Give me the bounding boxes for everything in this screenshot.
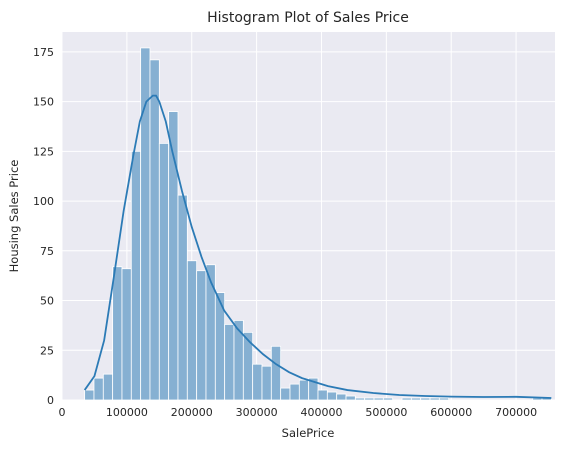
histogram-bar xyxy=(382,397,394,401)
y-axis-label: Housing Sales Price xyxy=(7,160,21,273)
histogram-bar xyxy=(158,142,170,401)
histogram-bar xyxy=(224,324,235,401)
histogram-bar xyxy=(317,389,328,401)
histogram-bar xyxy=(420,397,431,401)
y-tick-label: 150 xyxy=(33,96,54,109)
chart-title: Histogram Plot of Sales Price xyxy=(207,10,409,26)
histogram-bar xyxy=(186,260,198,401)
x-tick-label: 500000 xyxy=(365,406,407,419)
x-tick-label: 200000 xyxy=(171,406,213,419)
y-tick-label: 100 xyxy=(33,195,54,208)
histogram-bar xyxy=(429,397,440,401)
x-tick-label: 700000 xyxy=(495,406,537,419)
histogram-bar xyxy=(112,266,123,401)
histogram-bar xyxy=(261,365,272,401)
y-tick-label: 0 xyxy=(47,394,54,407)
y-tick-label: 125 xyxy=(33,145,54,158)
histogram-bar xyxy=(438,397,450,401)
histogram-bar xyxy=(373,397,384,401)
y-tick-label: 75 xyxy=(40,245,54,258)
histogram-bar xyxy=(149,59,160,401)
histogram-bar xyxy=(130,150,142,401)
y-tick-label: 25 xyxy=(40,344,54,357)
histogram-bar xyxy=(177,194,188,401)
x-tick-label: 600000 xyxy=(430,406,472,419)
x-tick-label: 300000 xyxy=(236,406,278,419)
histogram-bars xyxy=(84,47,552,401)
histogram-bar xyxy=(345,395,356,401)
histogram-bar xyxy=(410,397,422,401)
x-axis-ticks: 0 100000 200000 300000 400000 500000 600000 700… xyxy=(59,406,538,419)
histogram-bar xyxy=(354,397,366,401)
y-tick-label: 50 xyxy=(40,295,54,308)
histogram-bar xyxy=(252,363,263,401)
histogram-bar xyxy=(196,270,207,401)
y-axis-ticks: 0 25 50 75 100 125 150 175 xyxy=(33,46,54,407)
y-tick-label: 175 xyxy=(33,46,54,59)
histogram-bar xyxy=(84,389,95,401)
kde-curve xyxy=(83,94,552,399)
x-tick-label: 100000 xyxy=(106,406,148,419)
histogram-bar xyxy=(270,345,282,401)
histogram-bar xyxy=(289,383,300,401)
x-tick-label: 400000 xyxy=(300,406,342,419)
histogram-bar xyxy=(364,397,375,401)
histogram-bar xyxy=(205,264,216,401)
histogram-bar xyxy=(280,387,291,401)
histogram-bar xyxy=(336,393,347,401)
x-axis-label: SalePrice xyxy=(282,426,335,440)
histogram-bar xyxy=(102,373,114,401)
histogram-bar xyxy=(308,377,319,401)
x-tick-label: 0 xyxy=(59,406,66,419)
histogram-bar xyxy=(326,391,338,401)
histogram-bar xyxy=(93,377,104,401)
histogram-bar xyxy=(401,397,412,401)
histogram-bar xyxy=(298,379,310,401)
histogram-bar xyxy=(121,268,132,401)
